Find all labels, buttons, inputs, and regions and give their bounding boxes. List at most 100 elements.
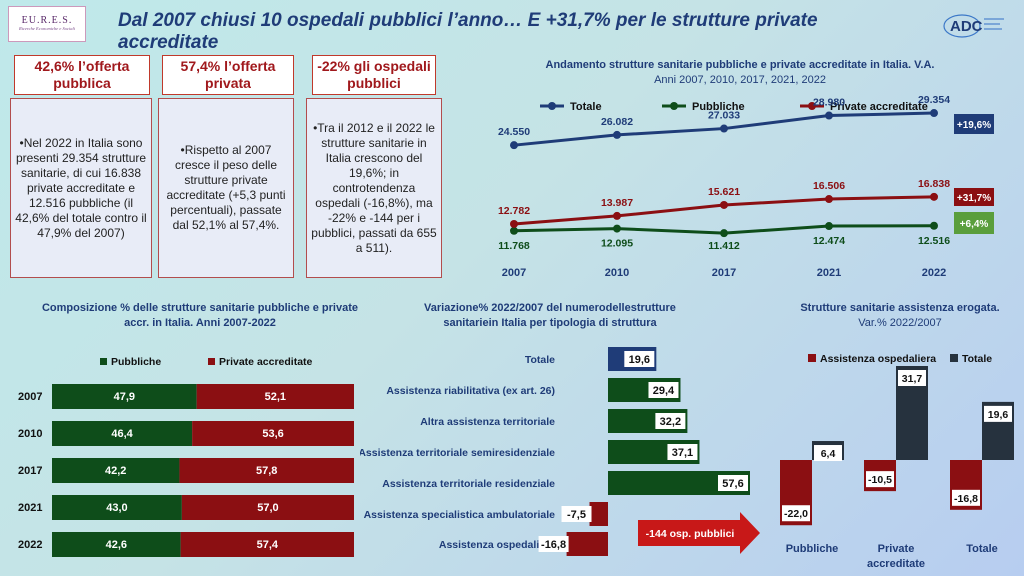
column-chart-title-suffix: Var.% 2022/2007 <box>858 317 942 329</box>
data-label-1-2: 11.412 <box>708 240 740 252</box>
column-label-box-0-2 <box>952 489 980 506</box>
data-label-2-4: 16.838 <box>918 178 950 190</box>
column-label-box-1-0 <box>814 445 842 462</box>
data-label-1-4: 12.516 <box>918 235 950 247</box>
annotation-arrow <box>638 512 760 554</box>
bar-label-5: -7,5 <box>567 509 586 521</box>
variation-chart-title: Variazione% 2022/2007 del numerodellestr… <box>424 302 676 329</box>
legend-label-0: Assistenza ospedaliera <box>820 353 936 365</box>
legend-swatch-1 <box>208 358 215 365</box>
bar-pubbliche-0 <box>52 384 197 409</box>
bar-pubbliche-2 <box>52 458 180 483</box>
data-label-2-1: 13.987 <box>601 197 633 209</box>
data-label-2-2: 15.621 <box>708 186 740 198</box>
point-1-2 <box>720 229 728 238</box>
legend-label-0: Pubbliche <box>111 356 161 368</box>
variation-bar-chart: Totale 19,6 Assistenza riabilitativa (ex a… <box>360 347 760 556</box>
bar-label-box-6 <box>538 536 569 552</box>
point-2-4 <box>930 192 938 201</box>
bar-label-box-3 <box>667 444 698 460</box>
adc-logo-text: ADC <box>950 18 983 35</box>
category-label-5: Assistenza specialistica ambulatoriale <box>364 509 556 521</box>
category-label-1: Assistenza riabilitativa (ex art. 26) <box>386 385 555 397</box>
bar-label-private-3: 57,0 <box>257 502 278 514</box>
column-label-0-1: -10,5 <box>868 474 892 486</box>
legend-marker-1 <box>670 102 678 110</box>
logo-text: EU.R.E.S. <box>21 15 73 26</box>
badge-private: +31,7% <box>957 193 991 204</box>
point-0-3 <box>825 111 833 120</box>
data-label-0-1: 26.082 <box>601 116 633 128</box>
bar-private-3 <box>181 495 354 520</box>
data-label-1-3: 12.474 <box>813 235 845 247</box>
data-label-2-0: 12.782 <box>498 205 530 217</box>
legend-label-0: Totale <box>570 101 602 113</box>
adc-logo: ADC <box>943 14 1004 38</box>
box2-text: •Rispetto al 2007 cresce il peso delle s… <box>158 98 294 278</box>
point-1-3 <box>825 222 833 231</box>
point-0-0 <box>510 141 518 150</box>
bar-label-2: 32,2 <box>660 416 681 428</box>
box1-heading: 42,6% l’offerta pubblica <box>14 55 150 95</box>
category-label-4: Assistenza territoriale residenziale <box>382 478 555 490</box>
x-tick-3: 2021 <box>817 267 841 279</box>
box3-heading: -22% gli ospedali pubblici <box>312 55 436 95</box>
bar-label-private-0: 52,1 <box>265 391 286 403</box>
line-chart-title-text: Andamento strutture sanitarie pubbliche … <box>545 59 935 71</box>
point-1-1 <box>613 224 621 233</box>
category-label-4: 2022 <box>18 539 42 551</box>
legend-swatch-1 <box>950 354 958 362</box>
data-label-1-1: 12.095 <box>601 238 633 250</box>
bar-label-box-2 <box>655 413 686 429</box>
series-line-2 <box>513 195 935 226</box>
column-chart: Assistenza ospedaliera Totale -22,0 6,4 Pubb… <box>780 353 1014 570</box>
line-chart: Totale Pubbliche Private accreditate 24.550… <box>498 94 994 279</box>
column-label-0-0: -22,0 <box>784 508 808 520</box>
bar-private-4 <box>180 532 354 557</box>
x-tick-1-0: Private <box>878 543 915 555</box>
badge-pubbliche: +6,4% <box>960 219 989 230</box>
bar-label-pubbliche-4: 42,6 <box>106 539 127 551</box>
bar-label-pubbliche-1: 46,4 <box>111 428 133 440</box>
x-tick-0-0: Pubbliche <box>786 543 839 555</box>
data-label-1-0: 11.768 <box>498 240 530 252</box>
point-0-4 <box>930 109 938 118</box>
category-label-3: Assistenza territoriale semiresidenziale <box>360 447 555 459</box>
category-label-6: Assistenza ospedaliera <box>439 539 555 551</box>
data-label-0-0: 24.550 <box>498 126 530 138</box>
point-0-2 <box>720 124 728 133</box>
eures-logo: EU.R.E.S. Ricerche Economiche e Sociali <box>8 6 86 42</box>
data-label-0-3: 28.980 <box>813 97 845 109</box>
legend-label-1: Totale <box>962 353 992 365</box>
annotation-text: -144 osp. pubblici <box>646 528 735 540</box>
point-2-2 <box>720 200 728 209</box>
bar-label-6: -16,8 <box>541 539 566 551</box>
line-chart-title: Andamento strutture sanitarie pubbliche … <box>470 58 1010 88</box>
bar-label-box-5 <box>561 506 592 522</box>
legend-label-1: Pubbliche <box>692 101 745 113</box>
bar-pubbliche-1 <box>52 421 193 446</box>
bar-private-0 <box>196 384 354 409</box>
category-label-3: 2021 <box>18 502 42 514</box>
bar-label-4: 57,6 <box>722 478 743 490</box>
page-title: Dal 2007 chiusi 10 ospedali pubblici l’a… <box>118 10 818 53</box>
stacked-chart-title: Composizione % delle strutture sanitarie… <box>41 302 358 329</box>
category-label-2: 2017 <box>18 465 42 477</box>
bar-6 <box>566 532 608 556</box>
column-label-box-1-1 <box>898 370 926 386</box>
data-label-2-3: 16.506 <box>813 180 845 192</box>
bar-label-3: 37,1 <box>672 447 693 459</box>
column-label-box-1-2 <box>984 405 1012 422</box>
bar-private-1 <box>192 421 354 446</box>
badge-totale-box <box>954 114 994 134</box>
column-label-box-0-0 <box>782 505 810 522</box>
legend-label-2: Private accreditate <box>830 101 928 113</box>
bar-label-pubbliche-2: 42,2 <box>105 465 126 477</box>
bar-label-pubbliche-3: 43,0 <box>106 502 127 514</box>
legend-marker-2 <box>808 102 816 110</box>
legend-swatch-0 <box>808 354 816 362</box>
bar-label-box-4 <box>718 475 748 491</box>
data-label-0-2: 27.033 <box>708 110 740 122</box>
bar-private-2 <box>179 458 354 483</box>
logo-subtitle: Ricerche Economiche e Sociali <box>19 26 75 31</box>
